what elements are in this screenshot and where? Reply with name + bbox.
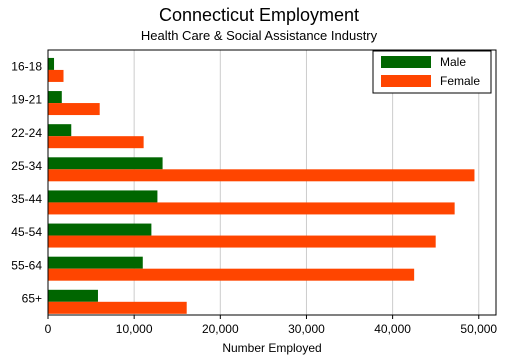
x-axis-label: Number Employed [222,341,321,355]
plot-frame [47,49,497,316]
bar-male-55-64 [48,256,143,269]
bar-male-22-24 [48,124,72,137]
bar-male-19-21 [48,91,62,104]
chart-subtitle: Health Care & Social Assistance Industry [141,28,378,43]
legend-swatch-male [381,56,431,68]
bar-female-55-64 [48,268,415,281]
x-tick-label: 0 [45,322,52,336]
bar-female-65+ [48,301,187,314]
bar-male-35-44 [48,190,158,203]
y-tick-label: 65+ [22,291,42,305]
x-tick-label: 50,000 [460,322,497,336]
bar-male-25-34 [48,157,163,170]
legend-label-female: Female [440,74,480,88]
bar-female-45-54 [48,235,436,248]
x-tick-label: 20,000 [202,322,239,336]
bar-female-16-18 [48,69,64,82]
x-tick-labels: 0 10,000 20,000 30,000 40,000 50,000 [45,315,497,336]
y-tick-label: 22-24 [11,126,42,140]
bar-male-65+ [48,289,98,302]
y-tick-label: 16-18 [11,60,42,74]
legend: Male Female [372,50,492,94]
y-tick-labels: 16-18 19-21 22-24 25-34 35-44 45-54 55-64 65+ [11,60,42,306]
bar-female-22-24 [48,136,144,149]
y-tick-label: 25-34 [11,159,42,173]
x-tick-label: 10,000 [116,322,153,336]
y-tick-label: 55-64 [11,258,42,272]
chart-title: Connecticut Employment [159,5,359,25]
bar-male-16-18 [48,57,55,70]
legend-swatch-female [381,75,431,87]
x-tick-label: 30,000 [288,322,325,336]
y-tick-label: 45-54 [11,225,42,239]
y-tick-label: 35-44 [11,192,42,206]
bar-female-25-34 [48,169,475,182]
bar-female-35-44 [48,202,455,215]
y-tick-label: 19-21 [11,93,42,107]
bars [48,57,475,314]
x-tick-label: 40,000 [374,322,411,336]
legend-label-male: Male [440,55,466,69]
bar-male-45-54 [48,223,152,236]
bar-female-19-21 [48,103,100,116]
